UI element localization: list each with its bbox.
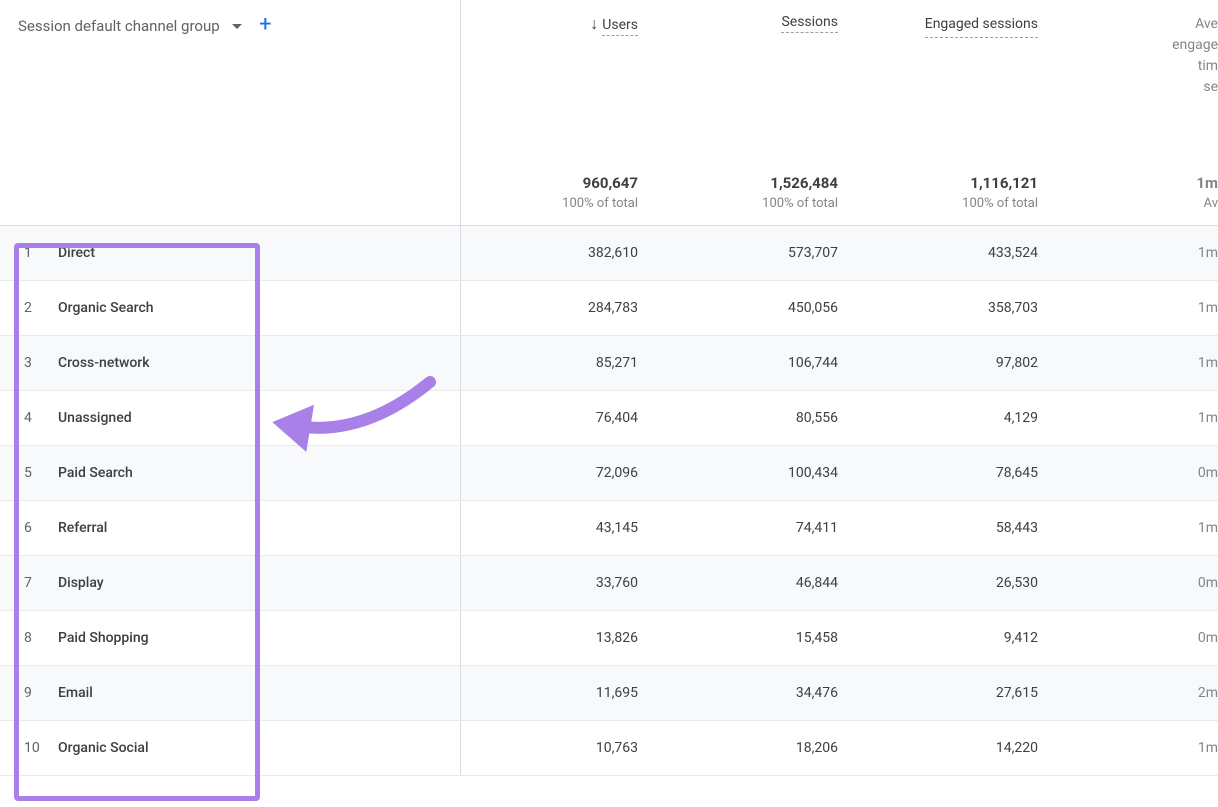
row-dimension[interactable]: Direct <box>58 226 460 281</box>
table-row[interactable]: 3Cross-network85,271106,74497,8021m <box>0 336 1218 391</box>
row-users: 382,610 <box>460 226 660 281</box>
row-avg-engagement: 1m <box>1060 226 1218 281</box>
row-index: 4 <box>0 391 58 446</box>
total-sub: Av <box>1060 196 1218 211</box>
row-engaged-sessions: 97,802 <box>860 336 1060 391</box>
column-header-sessions[interactable]: Sessions <box>660 0 860 160</box>
row-avg-engagement: 0m <box>1060 556 1218 611</box>
sort-desc-icon: ↓ <box>590 14 598 33</box>
row-avg-engagement: 0m <box>1060 611 1218 666</box>
dimension-selector[interactable]: Session default channel group <box>18 17 242 35</box>
total-value: 1,526,484 <box>660 174 838 192</box>
table-row[interactable]: 6Referral43,14574,41158,4431m <box>0 501 1218 556</box>
column-header-users[interactable]: ↓Users <box>460 0 660 160</box>
row-sessions: 34,476 <box>660 666 860 721</box>
row-engaged-sessions: 27,615 <box>860 666 1060 721</box>
row-index: 8 <box>0 611 58 666</box>
row-avg-engagement: 0m <box>1060 446 1218 501</box>
row-engaged-sessions: 4,129 <box>860 391 1060 446</box>
table-row[interactable]: 8Paid Shopping13,82615,4589,4120m <box>0 611 1218 666</box>
row-sessions: 18,206 <box>660 721 860 776</box>
row-engaged-sessions: 58,443 <box>860 501 1060 556</box>
row-users: 33,760 <box>460 556 660 611</box>
row-dimension[interactable]: Email <box>58 666 460 721</box>
row-avg-engagement: 1m <box>1060 281 1218 336</box>
report-table-container: Session default channel group + ↓Users S… <box>0 0 1218 776</box>
row-dimension[interactable]: Referral <box>58 501 460 556</box>
row-sessions: 100,434 <box>660 446 860 501</box>
table-row[interactable]: 5Paid Search72,096100,43478,6450m <box>0 446 1218 501</box>
row-index: 2 <box>0 281 58 336</box>
column-name-clipped: Ave engage tim se <box>1172 14 1218 98</box>
table-row[interactable]: 2Organic Search284,783450,056358,7031m <box>0 281 1218 336</box>
row-dimension[interactable]: Display <box>58 556 460 611</box>
row-engaged-sessions: 26,530 <box>860 556 1060 611</box>
column-header-engaged-sessions[interactable]: Engaged sessions <box>860 0 1060 160</box>
row-users: 11,695 <box>460 666 660 721</box>
column-name: Users <box>602 17 638 36</box>
dimension-header-cell: Session default channel group + <box>0 0 460 160</box>
column-name: Sessions <box>781 14 838 33</box>
row-engaged-sessions: 14,220 <box>860 721 1060 776</box>
totals-users: 960,647 100% of total <box>460 160 660 226</box>
row-sessions: 15,458 <box>660 611 860 666</box>
row-index: 3 <box>0 336 58 391</box>
row-index: 9 <box>0 666 58 721</box>
table-row[interactable]: 7Display33,76046,84426,5300m <box>0 556 1218 611</box>
row-users: 10,763 <box>460 721 660 776</box>
row-avg-engagement: 1m <box>1060 721 1218 776</box>
total-sub: 100% of total <box>461 196 639 211</box>
row-dimension[interactable]: Organic Search <box>58 281 460 336</box>
column-name: Engaged sessions <box>925 14 1038 38</box>
total-value: 960,647 <box>461 174 639 192</box>
add-dimension-button[interactable]: + <box>259 12 271 37</box>
row-sessions: 80,556 <box>660 391 860 446</box>
row-engaged-sessions: 433,524 <box>860 226 1060 281</box>
row-dimension[interactable]: Unassigned <box>58 391 460 446</box>
row-index: 5 <box>0 446 58 501</box>
column-header-avg-engagement-time[interactable]: Ave engage tim se <box>1060 0 1218 160</box>
row-index: 1 <box>0 226 58 281</box>
row-dimension[interactable]: Organic Social <box>58 721 460 776</box>
totals-sessions: 1,526,484 100% of total <box>660 160 860 226</box>
row-dimension[interactable]: Cross-network <box>58 336 460 391</box>
row-index: 6 <box>0 501 58 556</box>
total-value: 1m <box>1060 174 1218 192</box>
totals-dimension-cell <box>0 160 460 226</box>
row-engaged-sessions: 78,645 <box>860 446 1060 501</box>
chevron-down-icon <box>232 24 242 29</box>
total-value: 1,116,121 <box>860 174 1038 192</box>
row-engaged-sessions: 9,412 <box>860 611 1060 666</box>
row-sessions: 573,707 <box>660 226 860 281</box>
row-avg-engagement: 1m <box>1060 501 1218 556</box>
row-index: 7 <box>0 556 58 611</box>
row-dimension[interactable]: Paid Shopping <box>58 611 460 666</box>
row-avg-engagement: 1m <box>1060 336 1218 391</box>
table-row[interactable]: 1Direct382,610573,707433,5241m <box>0 226 1218 281</box>
row-engaged-sessions: 358,703 <box>860 281 1060 336</box>
report-table: Session default channel group + ↓Users S… <box>0 0 1218 776</box>
totals-avg-engagement: 1m Av <box>1060 160 1218 226</box>
total-sub: 100% of total <box>860 196 1038 211</box>
table-row[interactable]: 10Organic Social10,76318,20614,2201m <box>0 721 1218 776</box>
row-sessions: 450,056 <box>660 281 860 336</box>
table-row[interactable]: 4Unassigned76,40480,5564,1291m <box>0 391 1218 446</box>
row-avg-engagement: 1m <box>1060 391 1218 446</box>
row-users: 76,404 <box>460 391 660 446</box>
row-users: 43,145 <box>460 501 660 556</box>
row-index: 10 <box>0 721 58 776</box>
row-sessions: 106,744 <box>660 336 860 391</box>
row-users: 72,096 <box>460 446 660 501</box>
row-dimension[interactable]: Paid Search <box>58 446 460 501</box>
row-sessions: 46,844 <box>660 556 860 611</box>
row-avg-engagement: 2m <box>1060 666 1218 721</box>
row-users: 13,826 <box>460 611 660 666</box>
row-sessions: 74,411 <box>660 501 860 556</box>
row-users: 284,783 <box>460 281 660 336</box>
dimension-label: Session default channel group <box>18 17 220 35</box>
row-users: 85,271 <box>460 336 660 391</box>
total-sub: 100% of total <box>660 196 838 211</box>
table-row[interactable]: 9Email11,69534,47627,6152m <box>0 666 1218 721</box>
totals-engaged-sessions: 1,116,121 100% of total <box>860 160 1060 226</box>
